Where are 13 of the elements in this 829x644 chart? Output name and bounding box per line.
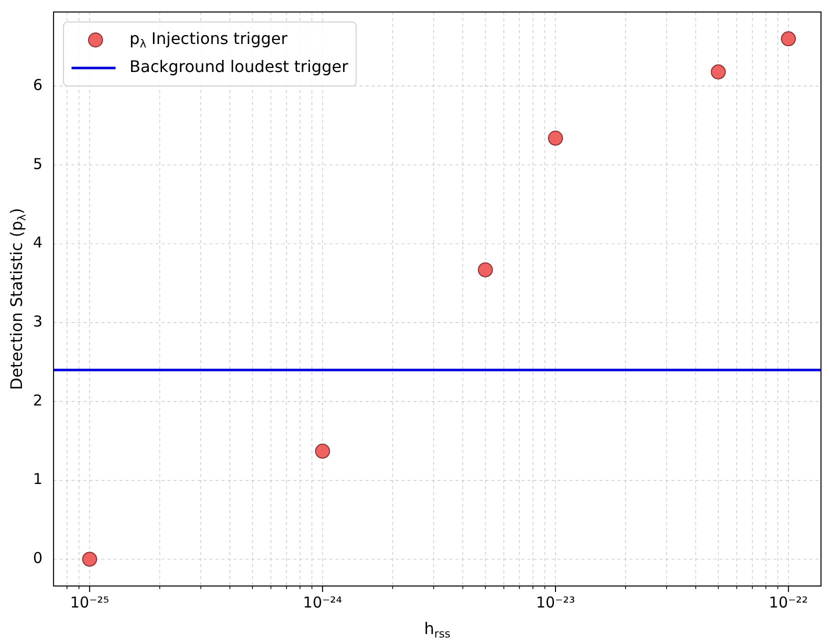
y-tick-label: 5 [32,154,43,173]
y-tick-label: 1 [32,470,43,488]
y-tick-label: 2 [32,391,43,410]
y-tick-label: 4 [32,234,43,252]
x-tick-label: 10⁻²⁵ [70,593,110,612]
x-tick-label: 10⁻²⁴ [303,593,342,612]
y-tick-label: 6 [32,76,43,94]
x-tick-label: 10⁻²² [768,593,808,612]
x-tick-label: 10⁻²³ [536,593,576,612]
y-axis-title: Detection Statistic (pλ) [7,208,29,390]
legend-label: Background loudest trigger [130,57,349,76]
y-tick-label: 0 [32,549,43,568]
y-tick-label: 3 [32,312,43,331]
